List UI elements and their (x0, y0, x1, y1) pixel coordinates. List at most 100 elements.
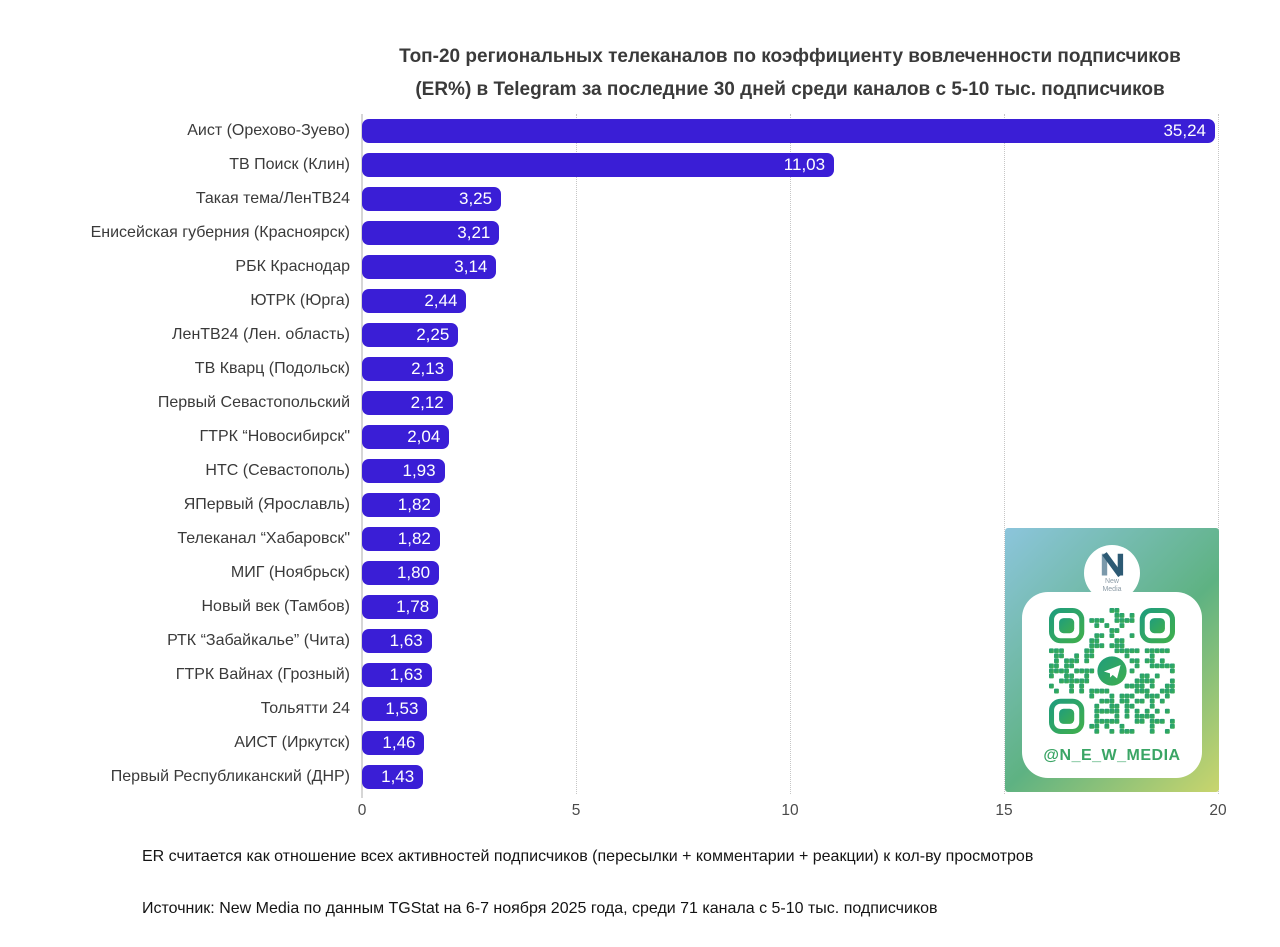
bar-value-label: 1,82 (397, 529, 431, 548)
bar: 1,63 (362, 629, 432, 653)
category-label: Аист (Орехово-Зуево) (187, 122, 350, 139)
category-label: Тольятти 24 (260, 700, 350, 717)
bar-row: 11,03 (362, 148, 1218, 182)
bar-value-label: 35,24 (1163, 121, 1206, 140)
bar-row: 2,44 (362, 284, 1218, 318)
bar-value-label: 1,80 (396, 563, 431, 582)
category-label: ГТРК “Новосибирск" (199, 428, 351, 445)
bar-row: 3,21 (362, 216, 1218, 250)
bar: 1,82 (362, 493, 440, 517)
category-label: Такая тема/ЛенТВ24 (195, 190, 350, 207)
bar: 11,03 (362, 153, 835, 177)
gridline (1218, 114, 1219, 794)
y-axis-line (361, 114, 363, 798)
bar-value-label: 1,63 (389, 665, 423, 684)
category-label: ЮТРК (Юрга) (250, 292, 350, 309)
bar: 35,24 (362, 119, 1215, 143)
bar-row: 2,04 (362, 420, 1218, 454)
x-tick-label: 15 (995, 802, 1013, 819)
x-tick-label: 10 (781, 802, 799, 819)
bar-row: 1,82 (362, 488, 1218, 522)
bar-value-label: 2,44 (424, 291, 458, 310)
category-label: ТВ Поиск (Клин) (229, 156, 350, 173)
bar: 1,93 (362, 459, 445, 483)
bar: 3,21 (362, 221, 500, 245)
bar-series: 35,24 11,03 3,25 3,21 3,14 2,44 2,25 2,13 2,12 2,… (362, 114, 1218, 794)
bar: 2,04 (362, 425, 450, 449)
category-label: НТС (Севастополь) (205, 462, 350, 479)
bar-value-label: 2,13 (411, 359, 445, 378)
bar: 1,80 (362, 561, 440, 585)
bar-value-label: 2,04 (407, 427, 441, 446)
bar: 1,78 (362, 595, 439, 619)
bar: 1,53 (362, 697, 428, 721)
chart-title: Топ-20 региональных телеканалов по коэфф… (352, 40, 1228, 106)
bar-row: 1,63 (362, 624, 1218, 658)
category-label: Первый Севастопольский (157, 394, 350, 411)
category-label: Телеканал “Хабаровск" (177, 530, 350, 547)
new-media-logo: New Media (1084, 545, 1140, 601)
bar-value-label: 1,46 (382, 733, 416, 752)
chart-title-line1: Топ-20 региональных телеканалов по коэфф… (399, 46, 1181, 67)
qr-badge: New Media @N_E_W_MEDIA (1005, 528, 1219, 792)
bar-value-label: 2,12 (410, 393, 444, 412)
category-label: РТК “Забайкалье” (Чита) (167, 632, 350, 649)
bar-value-label: 1,43 (381, 767, 415, 786)
gridline (1004, 114, 1005, 794)
footnote-method: ER считается как отношение всех активнос… (142, 848, 1034, 865)
bar: 3,14 (362, 255, 497, 279)
bar-row: 1,43 (362, 760, 1218, 794)
bar-value-label: 1,53 (385, 699, 419, 718)
gridline (576, 114, 577, 794)
category-label: Новый век (Тамбов) (201, 598, 351, 615)
new-media-n-icon (1101, 552, 1124, 577)
x-tick-label: 5 (571, 802, 581, 819)
bar: 2,44 (362, 289, 467, 313)
chart-title-line2: (ER%) в Telegram за последние 30 дней ср… (415, 79, 1165, 100)
bar-value-label: 3,14 (454, 257, 488, 276)
bar-value-label: 3,25 (459, 189, 493, 208)
x-tick-label: 20 (1209, 802, 1227, 819)
category-label: ГТРК Вайнах (Грозный) (175, 666, 350, 683)
bar-row: 1,93 (362, 454, 1218, 488)
bar-value-label: 1,93 (402, 461, 436, 480)
footnote-source: Источник: New Media по данным TGStat на … (142, 900, 938, 917)
plot-area: 35,24 11,03 3,25 3,21 3,14 2,44 2,25 2,13 2,12 2,… (361, 114, 1219, 798)
category-label: ЛенТВ24 (Лен. область) (172, 326, 350, 343)
bar-row: 2,13 (362, 352, 1218, 386)
logo-text-line2: Media (1102, 585, 1122, 593)
bar: 1,82 (362, 527, 440, 551)
bar-row: 2,25 (362, 318, 1218, 352)
bar: 1,46 (362, 731, 425, 755)
bar-value-label: 1,63 (389, 631, 423, 650)
qr-handle: @N_E_W_MEDIA (1043, 747, 1181, 764)
bar-row: 1,82 (362, 522, 1218, 556)
category-label: АИСТ (Иркутск) (234, 734, 350, 751)
bar: 1,43 (362, 765, 424, 789)
category-label: РБК Краснодар (235, 258, 350, 275)
bar: 2,13 (362, 357, 454, 381)
category-label: Первый Республиканский (ДНР) (110, 768, 350, 785)
category-labels: Аист (Орехово-Зуево) ТВ Поиск (Клин) Такая… (0, 114, 350, 794)
bar-value-label: 2,25 (416, 325, 450, 344)
bar-row: 1,80 (362, 556, 1218, 590)
bar-row: 1,78 (362, 590, 1218, 624)
bar: 3,25 (362, 187, 502, 211)
bar-row: 1,53 (362, 692, 1218, 726)
bar: 1,63 (362, 663, 432, 687)
bar: 2,12 (362, 391, 453, 415)
new-media-logo-text: New Media (1102, 578, 1121, 593)
category-label: МИГ (Ноябрьск) (230, 564, 350, 581)
bar-value-label: 1,78 (396, 597, 430, 616)
bar-row: 3,14 (362, 250, 1218, 284)
bar: 2,25 (362, 323, 459, 347)
bar-value-label: 11,03 (783, 155, 826, 174)
x-tick-label: 0 (357, 802, 367, 819)
category-label: ЯПервый (Ярославль) (183, 496, 350, 513)
bar-row: 35,24 (362, 114, 1218, 148)
bar-row: 3,25 (362, 182, 1218, 216)
bar-row: 2,12 (362, 386, 1218, 420)
logo-text-line1: New (1104, 578, 1119, 585)
bar-value-label: 3,21 (457, 223, 491, 242)
